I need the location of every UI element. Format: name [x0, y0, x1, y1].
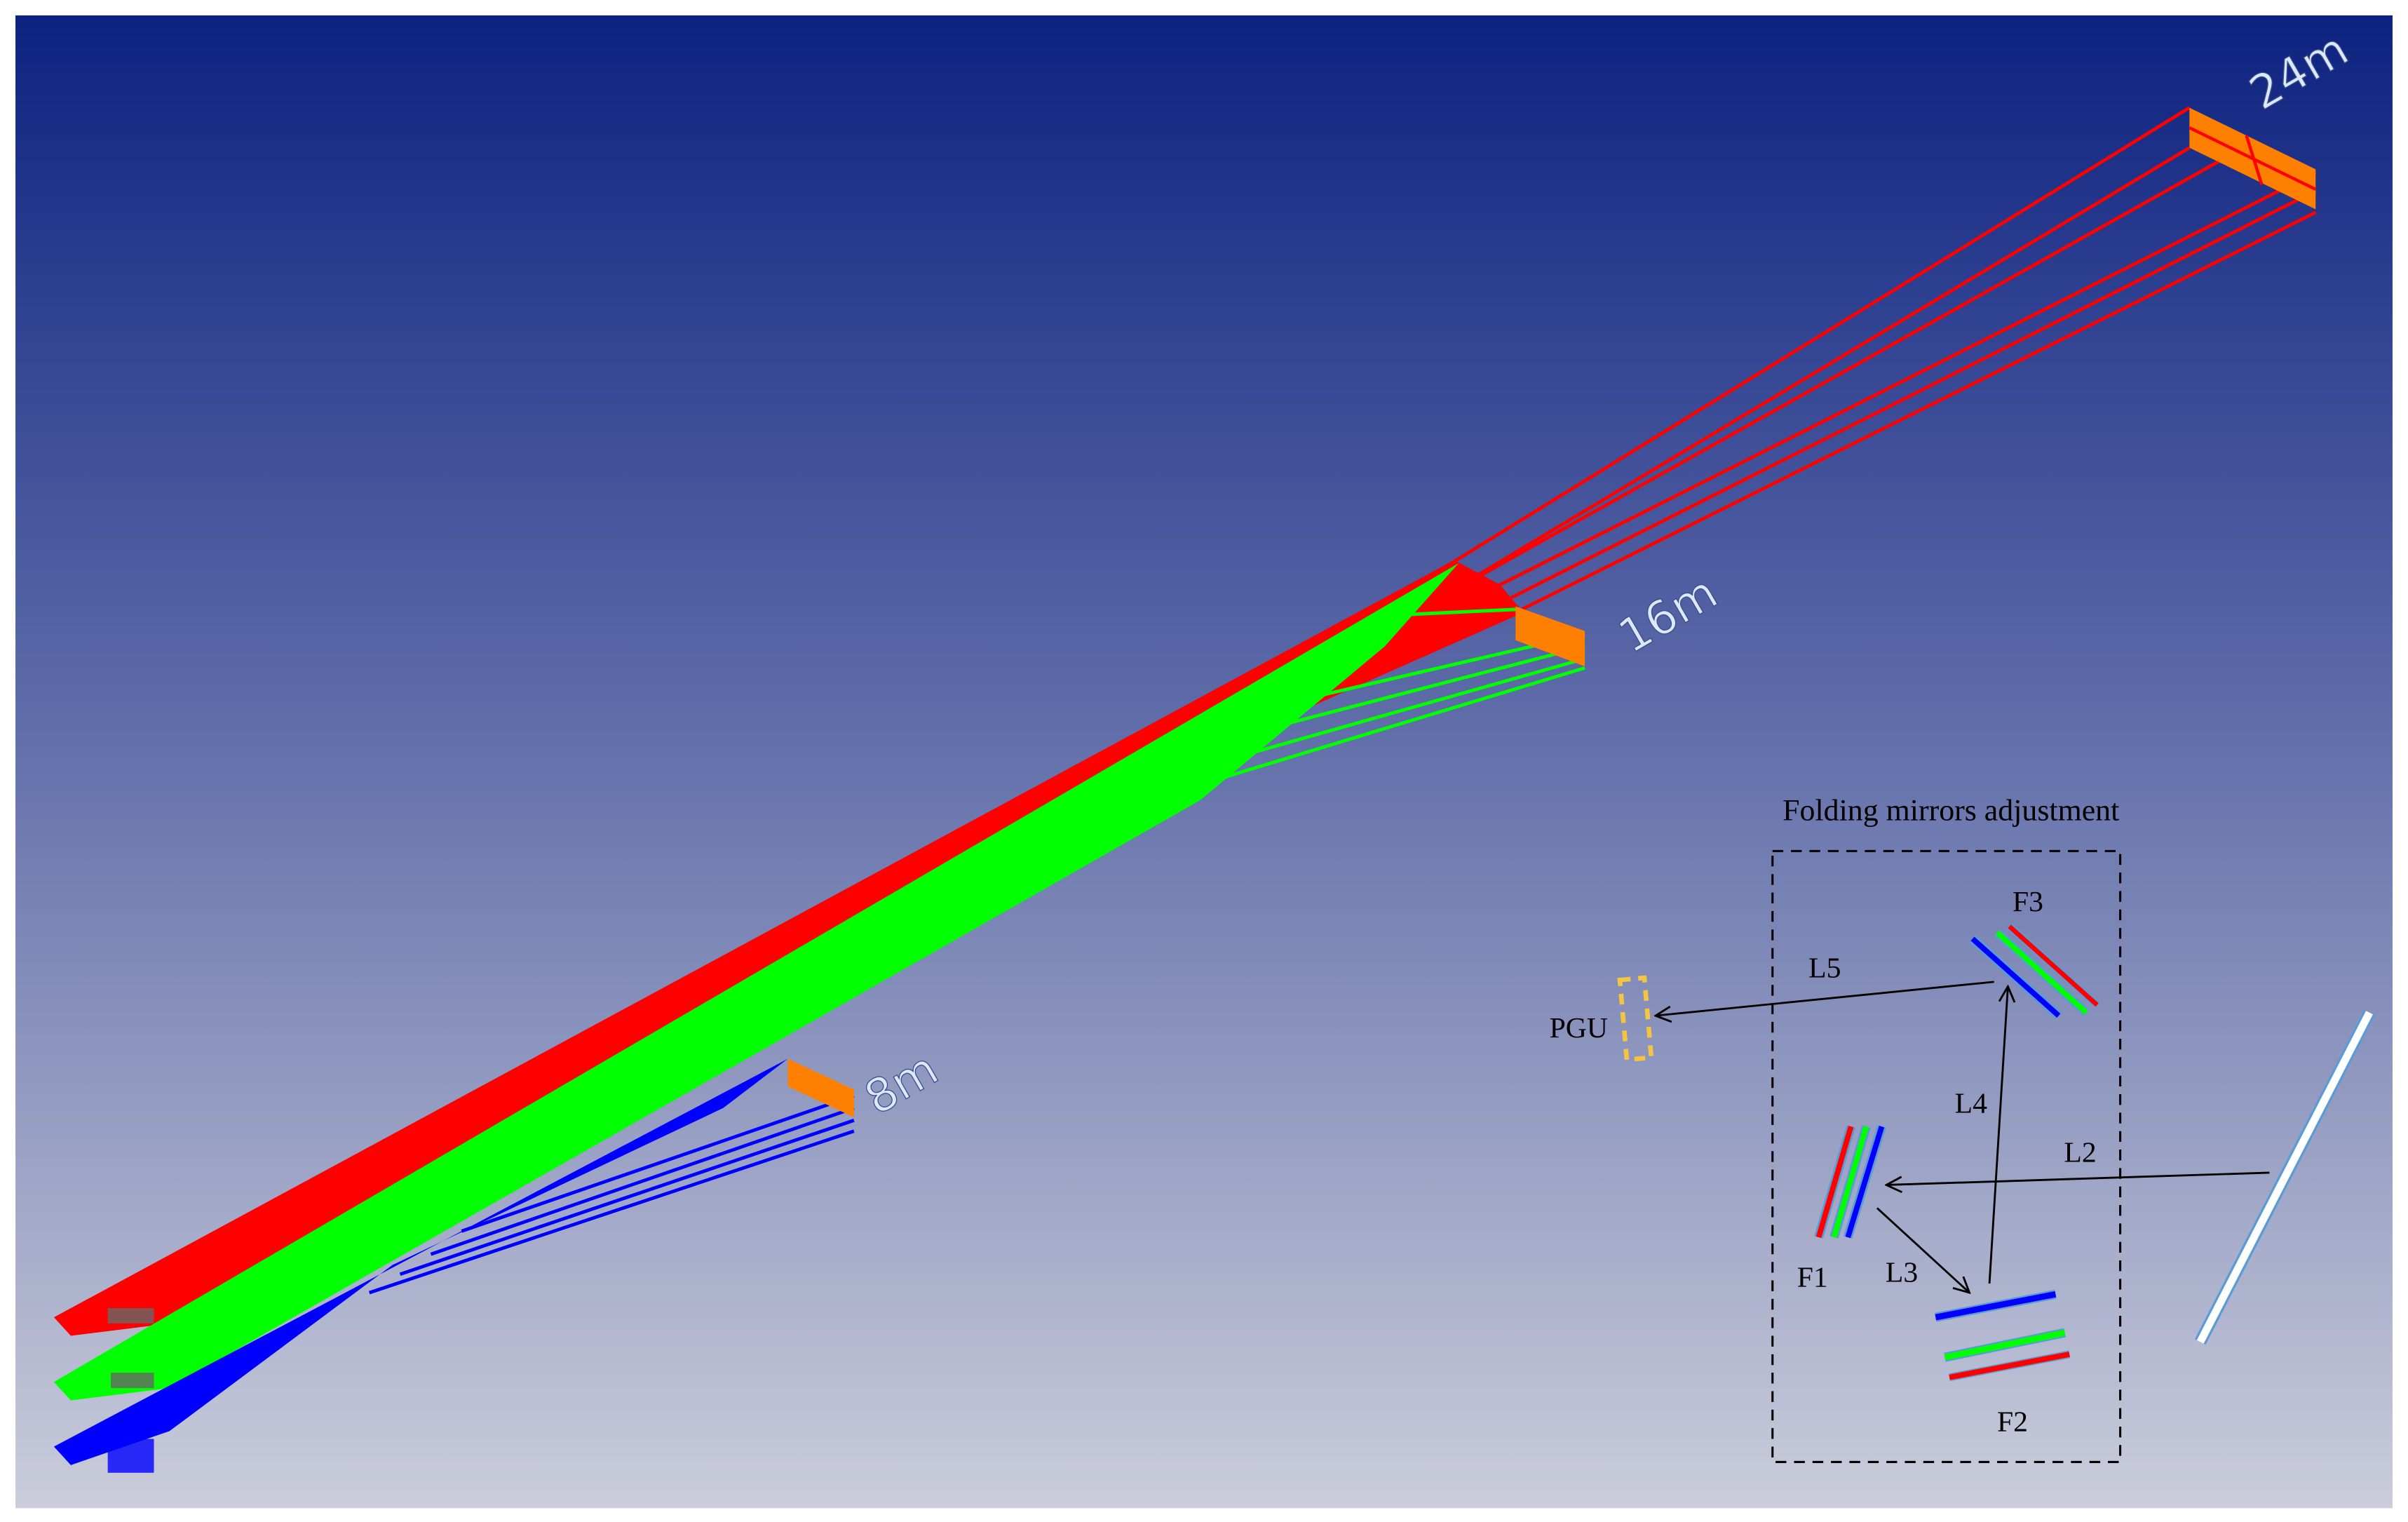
label-f3: F3 [2013, 886, 2043, 918]
red-ray [1384, 146, 2191, 633]
green-ray [1107, 666, 1585, 814]
red-ray [1515, 210, 2317, 614]
blue-ray [430, 1106, 855, 1256]
label-l3: L3 [1886, 1257, 1918, 1289]
label-l2: L2 [2064, 1137, 2096, 1169]
red-ray [1445, 106, 2191, 568]
arrow-l5 [1656, 981, 1994, 1016]
green-ray [1384, 607, 1516, 618]
green-ray [1199, 632, 1585, 725]
mirror-f1 [1814, 1125, 1886, 1239]
label-l5: L5 [1808, 952, 1841, 984]
image-plane-8m [787, 1058, 854, 1117]
red-ray [1468, 140, 2255, 584]
pgu-box [1617, 975, 1654, 1063]
arrow-l3 [1876, 1207, 1970, 1293]
inset-title: Folding mirrors adjustment [1783, 793, 2119, 827]
windshield [2194, 1009, 2375, 1345]
blue-ray [461, 1093, 855, 1233]
green-beam-16m [53, 563, 1585, 1401]
red-ray [1484, 170, 2317, 594]
green-ray [1169, 645, 1585, 756]
blue-ray [399, 1119, 855, 1277]
label-pgu: PGU [1550, 1012, 1608, 1044]
hud-hardware [107, 1308, 154, 1473]
red-ray [1499, 189, 2317, 605]
arrow-l2 [1886, 1171, 2270, 1185]
label-l4: L4 [1955, 1087, 1987, 1119]
mirror-f2 [1935, 1289, 2071, 1382]
label-f2: F2 [1997, 1406, 2028, 1439]
blue-beam-8m [53, 1058, 855, 1465]
inset-dashed-box [1771, 849, 2122, 1463]
green-beam-fan [53, 563, 1459, 1401]
blue-ray [368, 1129, 855, 1295]
folding-mirrors-inset: Folding mirrors adjustment F3 F1 [1550, 793, 2375, 1463]
label-f1: F1 [1797, 1261, 1828, 1293]
green-ray [1138, 656, 1585, 787]
blue-beam-fan [53, 1058, 788, 1465]
mirror-f3 [1969, 923, 2100, 1020]
arrow-l4 [1988, 986, 2008, 1284]
image-plane-16m [1515, 606, 1585, 667]
